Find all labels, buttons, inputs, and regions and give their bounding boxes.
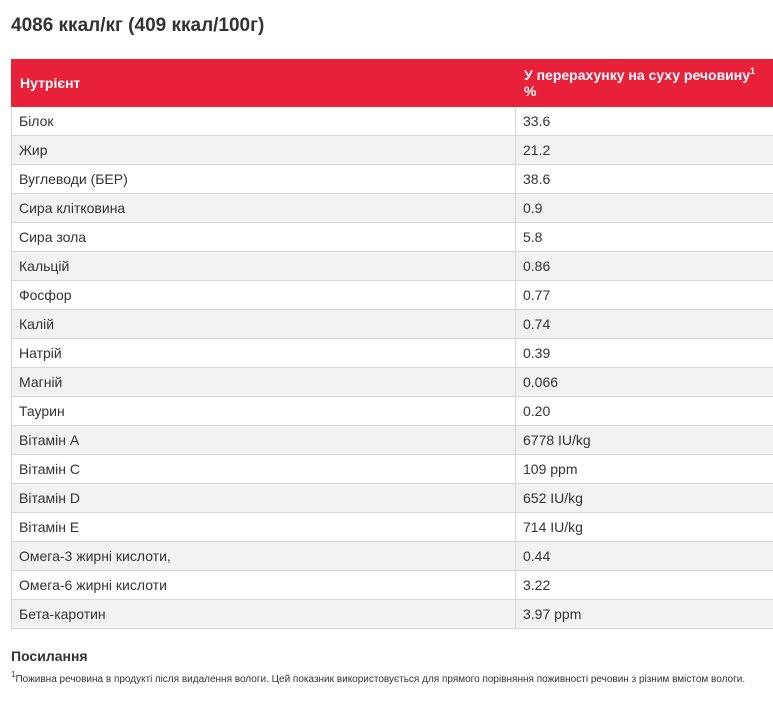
nutrient-name-cell: Сира клітковина (11, 193, 516, 223)
table-row: Омега-6 жирні кислоти 3.22 (11, 570, 773, 600)
nutrient-value-cell: 0.20 (515, 396, 773, 426)
nutrient-name-cell: Жир (11, 135, 516, 165)
nutrient-value-cell: 21.2 (515, 135, 773, 165)
nutrient-value-cell: 6778 IU/kg (515, 425, 773, 455)
nutrient-value-cell: 714 IU/kg (515, 512, 773, 542)
table-row: Вітамін D 652 IU/kg (11, 483, 773, 513)
header-nutrient: Нутрієнт (11, 59, 516, 107)
table-row: Натрій 0.39 (11, 338, 773, 368)
energy-title: 4086 ккал/кг (409 ккал/100г) (11, 15, 265, 36)
nutrient-name-cell: Вітамін С (11, 454, 516, 484)
references-title: Посилання (11, 648, 88, 664)
nutrient-value-cell: 5.8 (515, 222, 773, 252)
nutrient-name-cell: Омега-6 жирні кислоти (11, 570, 516, 600)
table-row: Кальцій 0.86 (11, 251, 773, 281)
header-row: Нутрієнт У перерахунку на суху речовину1… (11, 59, 773, 107)
nutrient-name-cell: Сира зола (11, 222, 516, 252)
nutrient-table: Нутрієнт У перерахунку на суху речовину1… (11, 59, 773, 629)
nutrient-name-cell: Фосфор (11, 280, 516, 310)
table-row: Калій 0.74 (11, 309, 773, 339)
nutrient-value-cell: 0.86 (515, 251, 773, 281)
table-row: Жир 21.2 (11, 135, 773, 165)
table-row: Білок 33.6 (11, 106, 773, 136)
table-row: Омега-3 жирні кислоти, 0.44 (11, 541, 773, 571)
table-row: Таурин 0.20 (11, 396, 773, 426)
nutrient-name-cell: Вітамін Е (11, 512, 516, 542)
table-row: Фосфор 0.77 (11, 280, 773, 310)
references-footnote: 1Поживна речовина в продукті після видал… (11, 671, 746, 686)
nutrient-name-cell: Бета-каротин (11, 599, 516, 629)
nutrient-name-cell: Омега-3 жирні кислоти, (11, 541, 516, 571)
header-dry-matter-footnote-marker: 1 (750, 66, 756, 76)
nutrient-value-cell: 0.9 (515, 193, 773, 223)
nutrient-value-cell: 0.39 (515, 338, 773, 368)
nutrient-value-cell: 38.6 (515, 164, 773, 194)
nutrient-name-cell: Магній (11, 367, 516, 397)
nutrient-table-header: Нутрієнт У перерахунку на суху речовину1… (11, 59, 773, 107)
nutrient-value-cell: 33.6 (515, 106, 773, 136)
nutrient-value-cell: 0.066 (515, 367, 773, 397)
nutrient-value-cell: 0.44 (515, 541, 773, 571)
nutrient-value-cell: 652 IU/kg (515, 483, 773, 513)
nutrient-name-cell: Натрій (11, 338, 516, 368)
nutrient-name-cell: Білок (11, 106, 516, 136)
nutrient-name-cell: Вітамін D (11, 483, 516, 513)
nutrient-value-cell: 0.77 (515, 280, 773, 310)
nutrient-value-cell: 3.97 ppm (515, 599, 773, 629)
footnote-marker: 1 (11, 670, 16, 679)
nutrient-value-cell: 109 ppm (515, 454, 773, 484)
header-dry-matter-unit: % (524, 83, 537, 99)
nutrient-value-cell: 3.22 (515, 570, 773, 600)
table-row: Сира клітковина 0.9 (11, 193, 773, 223)
table-row: Вітамін С 109 ppm (11, 454, 773, 484)
nutrient-value-cell: 0.74 (515, 309, 773, 339)
table-row: Вітамін А 6778 IU/kg (11, 425, 773, 455)
nutrient-name-cell: Таурин (11, 396, 516, 426)
header-dry-matter: У перерахунку на суху речовину1 % (515, 59, 773, 107)
table-row: Бета-каротин 3.97 ppm (11, 599, 773, 629)
nutrient-table-body: Білок 33.6 Жир 21.2 Вуглеводи (БЕР) 38.6 Сира … (11, 106, 773, 629)
table-row: Магній 0.066 (11, 367, 773, 397)
nutrient-name-cell: Кальцій (11, 251, 516, 281)
table-row: Вітамін Е 714 IU/kg (11, 512, 773, 542)
header-dry-matter-label: У перерахунку на суху речовину (524, 67, 751, 83)
table-row: Вуглеводи (БЕР) 38.6 (11, 164, 773, 194)
nutrient-name-cell: Вуглеводи (БЕР) (11, 164, 516, 194)
footnote-text: Поживна речовина в продукті після видале… (15, 674, 746, 685)
table-row: Сира зола 5.8 (11, 222, 773, 252)
nutrient-name-cell: Вітамін А (11, 425, 516, 455)
nutrient-name-cell: Калій (11, 309, 516, 339)
